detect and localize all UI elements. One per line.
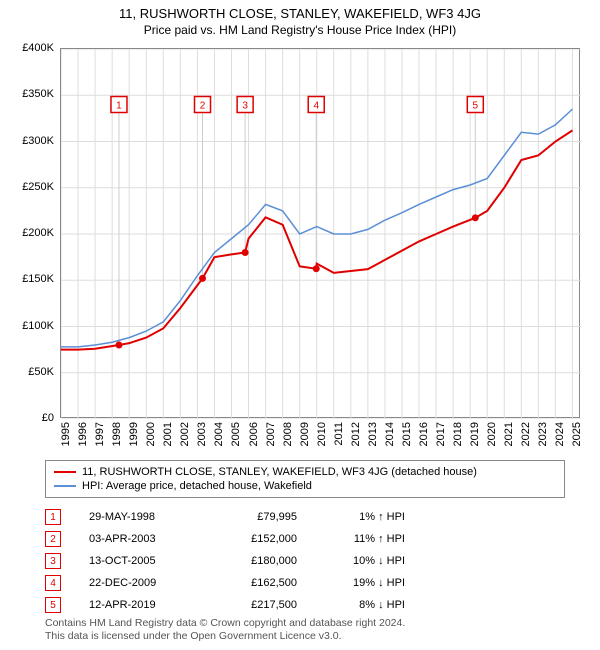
x-tick-label: 1995 bbox=[60, 422, 72, 446]
y-tick-label: £250K bbox=[22, 181, 54, 193]
transaction-row: 2 03-APR-2003 £152,000 11% ↑ HPI bbox=[45, 528, 405, 550]
svg-text:3: 3 bbox=[242, 101, 248, 112]
x-tick-label: 2012 bbox=[350, 422, 362, 446]
y-axis-labels: £0£50K£100K£150K£200K£250K£300K£350K£400… bbox=[0, 48, 58, 418]
x-tick-label: 2002 bbox=[179, 422, 191, 446]
transaction-date: 03-APR-2003 bbox=[89, 533, 189, 545]
transaction-pct: 8% ↓ HPI bbox=[325, 599, 405, 611]
legend-label: HPI: Average price, detached house, Wake… bbox=[82, 480, 312, 492]
transaction-pct: 11% ↑ HPI bbox=[325, 533, 405, 545]
chart-titles: 11, RUSHWORTH CLOSE, STANLEY, WAKEFIELD,… bbox=[0, 0, 600, 37]
x-tick-label: 2023 bbox=[537, 422, 549, 446]
x-tick-label: 2024 bbox=[554, 422, 566, 446]
transaction-price: £79,995 bbox=[217, 511, 297, 523]
y-tick-label: £0 bbox=[42, 412, 54, 424]
x-tick-label: 2025 bbox=[571, 422, 583, 446]
transaction-date: 13-OCT-2005 bbox=[89, 555, 189, 567]
transaction-price: £152,000 bbox=[217, 533, 297, 545]
legend-item: 11, RUSHWORTH CLOSE, STANLEY, WAKEFIELD,… bbox=[54, 465, 556, 479]
x-tick-label: 2003 bbox=[196, 422, 208, 446]
transaction-row: 5 12-APR-2019 £217,500 8% ↓ HPI bbox=[45, 594, 405, 616]
legend-swatch bbox=[54, 471, 76, 473]
legend-item: HPI: Average price, detached house, Wake… bbox=[54, 479, 556, 493]
transaction-pct: 1% ↑ HPI bbox=[325, 511, 405, 523]
transaction-marker: 2 bbox=[45, 531, 61, 547]
transaction-marker: 5 bbox=[45, 597, 61, 613]
legend-box: 11, RUSHWORTH CLOSE, STANLEY, WAKEFIELD,… bbox=[45, 460, 565, 498]
x-tick-label: 1996 bbox=[77, 422, 89, 446]
x-tick-label: 2007 bbox=[265, 422, 277, 446]
x-tick-label: 2000 bbox=[145, 422, 157, 446]
x-tick-label: 2022 bbox=[520, 422, 532, 446]
transaction-row: 4 22-DEC-2009 £162,500 19% ↓ HPI bbox=[45, 572, 405, 594]
svg-text:5: 5 bbox=[473, 101, 479, 112]
transaction-price: £180,000 bbox=[217, 555, 297, 567]
x-tick-label: 2019 bbox=[469, 422, 481, 446]
x-tick-label: 2009 bbox=[299, 422, 311, 446]
y-tick-label: £200K bbox=[22, 227, 54, 239]
transaction-row: 1 29-MAY-1998 £79,995 1% ↑ HPI bbox=[45, 506, 405, 528]
x-tick-label: 2016 bbox=[418, 422, 430, 446]
x-tick-label: 2017 bbox=[435, 422, 447, 446]
x-tick-label: 2010 bbox=[316, 422, 328, 446]
legend-swatch bbox=[54, 485, 76, 487]
chart-plot-area: 1 2 3 4 5 bbox=[60, 48, 580, 418]
legend-label: 11, RUSHWORTH CLOSE, STANLEY, WAKEFIELD,… bbox=[82, 466, 477, 478]
x-tick-label: 2020 bbox=[486, 422, 498, 446]
footer-line1: Contains HM Land Registry data © Crown c… bbox=[45, 617, 405, 631]
chart-svg: 1 2 3 4 5 bbox=[61, 49, 581, 419]
title-main: 11, RUSHWORTH CLOSE, STANLEY, WAKEFIELD,… bbox=[0, 6, 600, 21]
x-tick-label: 2005 bbox=[230, 422, 242, 446]
svg-text:1: 1 bbox=[116, 101, 122, 112]
transaction-pct: 10% ↓ HPI bbox=[325, 555, 405, 567]
footer-line2: This data is licensed under the Open Gov… bbox=[45, 630, 405, 644]
transaction-marker: 1 bbox=[45, 509, 61, 525]
x-tick-label: 2015 bbox=[401, 422, 413, 446]
x-tick-label: 2021 bbox=[503, 422, 515, 446]
x-tick-label: 2014 bbox=[384, 422, 396, 446]
transaction-table: 1 29-MAY-1998 £79,995 1% ↑ HPI 2 03-APR-2003 £… bbox=[45, 506, 405, 616]
transaction-row: 3 13-OCT-2005 £180,000 10% ↓ HPI bbox=[45, 550, 405, 572]
y-tick-label: £50K bbox=[28, 366, 54, 378]
transaction-date: 29-MAY-1998 bbox=[89, 511, 189, 523]
x-tick-label: 2006 bbox=[248, 422, 260, 446]
y-tick-label: £300K bbox=[22, 135, 54, 147]
x-tick-label: 1998 bbox=[111, 422, 123, 446]
y-tick-label: £100K bbox=[22, 320, 54, 332]
y-tick-label: £400K bbox=[22, 42, 54, 54]
transaction-marker: 3 bbox=[45, 553, 61, 569]
x-tick-label: 2004 bbox=[213, 422, 225, 446]
transaction-price: £217,500 bbox=[217, 599, 297, 611]
title-sub: Price paid vs. HM Land Registry's House … bbox=[0, 23, 600, 37]
y-tick-label: £350K bbox=[22, 88, 54, 100]
x-tick-label: 2018 bbox=[452, 422, 464, 446]
x-tick-label: 1999 bbox=[128, 422, 140, 446]
transaction-date: 12-APR-2019 bbox=[89, 599, 189, 611]
y-tick-label: £150K bbox=[22, 273, 54, 285]
svg-text:2: 2 bbox=[200, 101, 206, 112]
transaction-price: £162,500 bbox=[217, 577, 297, 589]
x-tick-label: 2013 bbox=[367, 422, 379, 446]
transaction-pct: 19% ↓ HPI bbox=[325, 577, 405, 589]
footer-attribution: Contains HM Land Registry data © Crown c… bbox=[45, 617, 405, 644]
x-tick-label: 2008 bbox=[282, 422, 294, 446]
x-tick-label: 2001 bbox=[162, 422, 174, 446]
transaction-marker: 4 bbox=[45, 575, 61, 591]
x-tick-label: 1997 bbox=[94, 422, 106, 446]
transaction-date: 22-DEC-2009 bbox=[89, 577, 189, 589]
svg-text:4: 4 bbox=[313, 101, 319, 112]
x-axis-labels: 1995 1996 1997 1998 1999 2000 2001 2002 2003 2004… bbox=[60, 420, 580, 460]
x-tick-label: 2011 bbox=[333, 422, 345, 446]
